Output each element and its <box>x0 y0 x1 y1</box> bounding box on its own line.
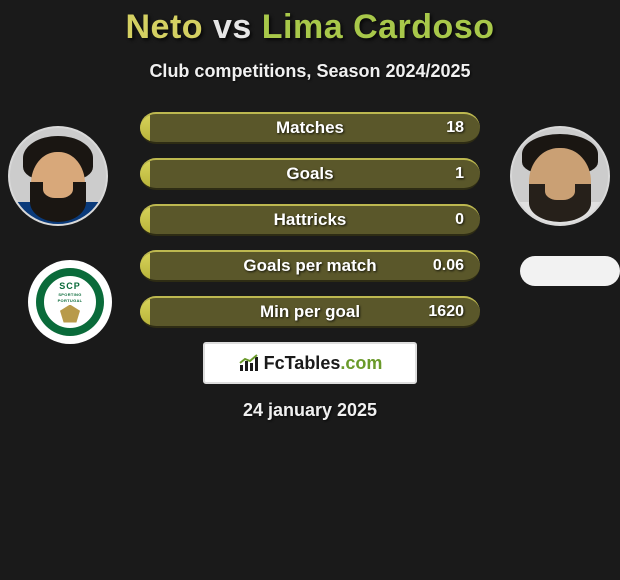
logo-text: FcTables.com <box>264 353 383 374</box>
stat-row: Min per goal 1620 <box>140 296 480 328</box>
chart-icon <box>238 353 260 373</box>
club-sub1: SPORTING <box>58 292 81 297</box>
stat-fill <box>140 298 150 326</box>
stat-label: Matches <box>276 118 344 138</box>
stat-value: 1 <box>455 165 464 183</box>
stat-row: Goals 1 <box>140 158 480 190</box>
stat-label: Goals <box>286 164 333 184</box>
club-crest-icon <box>60 305 80 323</box>
stat-label: Min per goal <box>260 302 360 322</box>
avatar-illustration <box>512 128 608 224</box>
stat-row: Matches 18 <box>140 112 480 144</box>
snapshot-date: 24 january 2025 <box>0 400 620 421</box>
player1-avatar <box>8 126 108 226</box>
stat-value: 1620 <box>428 303 464 321</box>
stat-label: Goals per match <box>243 256 376 276</box>
stat-row: Hattricks 0 <box>140 204 480 236</box>
stat-fill <box>140 252 150 280</box>
avatar-illustration <box>10 128 106 224</box>
vs-separator: vs <box>213 8 252 46</box>
stat-fill <box>140 160 150 188</box>
comparison-card: Neto vs Lima Cardoso Club competitions, … <box>0 0 620 421</box>
logo-brand: FcTables <box>264 353 341 373</box>
player2-club-badge <box>520 256 620 286</box>
stat-value: 18 <box>446 119 464 137</box>
club-sub2: PORTUGAL <box>58 298 83 303</box>
player1-name: Neto <box>125 8 203 46</box>
stat-value: 0 <box>455 211 464 229</box>
stat-label: Hattricks <box>274 210 347 230</box>
site-logo[interactable]: FcTables.com <box>203 342 417 384</box>
player2-avatar <box>510 126 610 226</box>
player2-name: Lima Cardoso <box>262 8 495 46</box>
club-code: SCP <box>59 282 81 291</box>
stat-value: 0.06 <box>433 257 464 275</box>
player1-club-badge: SCP SPORTING PORTUGAL <box>28 260 112 344</box>
logo-domain: .com <box>340 353 382 373</box>
page-title: Neto vs Lima Cardoso <box>0 8 620 47</box>
stats-list: Matches 18 Goals 1 Hattricks 0 Goals per match… <box>140 112 480 328</box>
stat-row: Goals per match 0.06 <box>140 250 480 282</box>
stat-fill <box>140 206 150 234</box>
subtitle: Club competitions, Season 2024/2025 <box>0 61 620 82</box>
stat-fill <box>140 114 150 142</box>
